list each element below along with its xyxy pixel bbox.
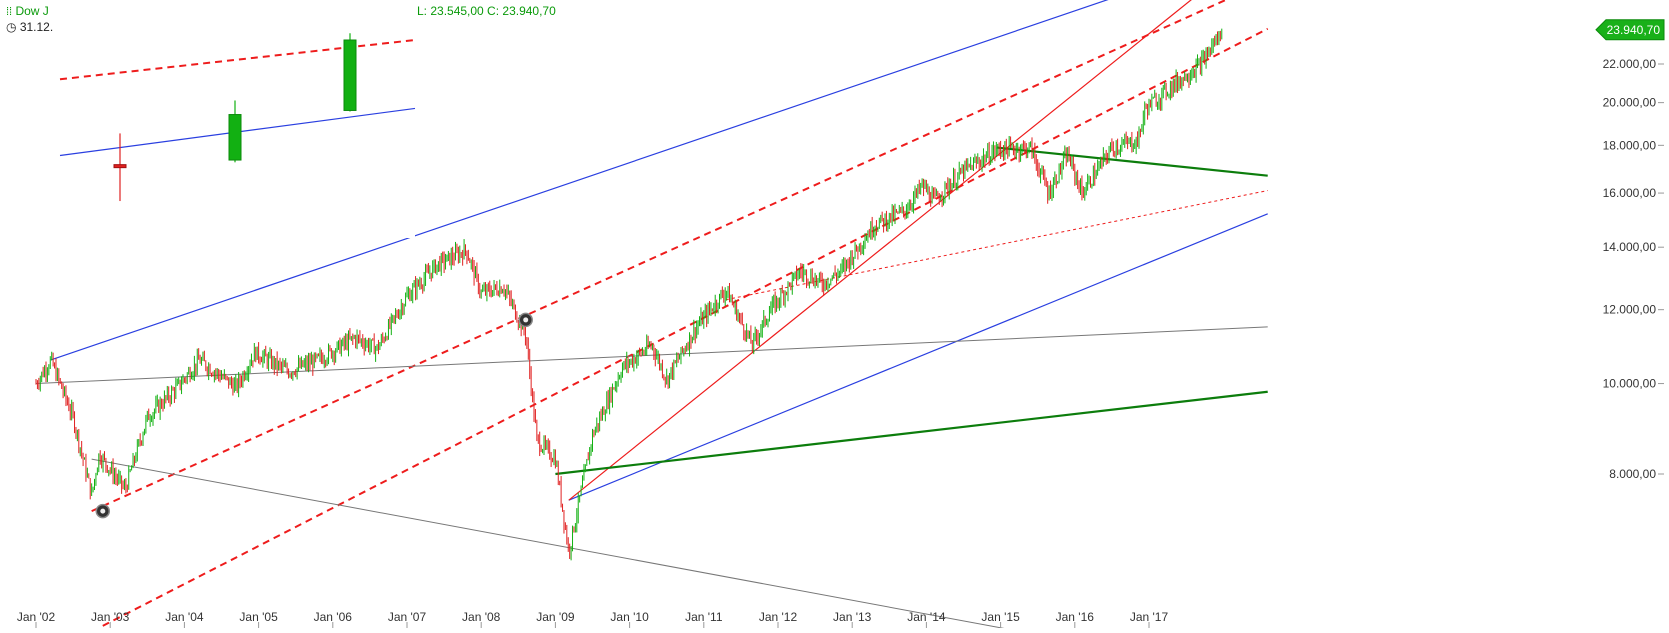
x-axis: Jan '02 Jan '03 Jan '04 Jan '05 Jan '06 Jan '… <box>17 610 1169 628</box>
y-tick-label: 12.000,00 <box>1603 303 1657 317</box>
x-tick-label: Jan '09 <box>536 610 575 624</box>
x-tick-label: Jan '16 <box>1056 610 1095 624</box>
y-tick-label: 16.000,00 <box>1603 186 1657 200</box>
x-tick-label: Jan '05 <box>239 610 278 624</box>
trendline-layer <box>35 0 1269 633</box>
trendline-red-5 <box>568 0 1192 501</box>
clock-icon: ◷ <box>6 20 17 34</box>
trendline-green-7 <box>555 390 1268 476</box>
y-axis: 8.000,00 10.000,00 12.000,00 14.000,00 16.00… <box>1603 57 1664 481</box>
x-tick-label: Jan '10 <box>610 610 649 624</box>
x-tick-label: Jan '14 <box>907 610 946 624</box>
header-symbol[interactable]: ⁞⁞ Dow J <box>6 4 49 18</box>
y-tick-label: 14.000,00 <box>1603 240 1657 254</box>
inset-candle-body <box>343 39 357 111</box>
overlay-layer <box>95 312 533 519</box>
trendline-blue-1 <box>568 213 1268 501</box>
pivot-marker-dot <box>100 508 106 514</box>
x-tick-label: Jan '08 <box>462 610 501 624</box>
date-label: 31.12. <box>19 20 54 34</box>
y-tick-label: 8.000,00 <box>1609 467 1656 481</box>
x-tick-label: Jan '07 <box>388 610 427 624</box>
inset-candle-body <box>228 114 242 161</box>
candle-layer <box>35 28 1223 561</box>
x-tick-label: Jan '11 <box>685 610 723 624</box>
trendline-gray-8 <box>35 326 1268 385</box>
x-tick-label: Jan '17 <box>1130 610 1169 624</box>
symbol-label: Dow J <box>15 4 49 18</box>
trendline-green-6 <box>996 146 1268 177</box>
inset-candle-body <box>113 164 127 169</box>
inset-chart <box>0 0 416 238</box>
low-close-label: L: 23.545,00 C: 23.940,70 <box>417 4 556 18</box>
price-tag-text: 23.940,70 <box>1607 23 1661 37</box>
pivot-marker-dot <box>523 317 529 323</box>
y-tick-label: 10.000,00 <box>1603 377 1657 391</box>
y-tick-label: 18.000,00 <box>1603 138 1657 152</box>
x-tick-label: Jan '15 <box>981 610 1020 624</box>
header-date: ◷ 31.12. <box>6 20 53 34</box>
trendline-blue-0 <box>50 0 1109 361</box>
price-tag-shape <box>1595 19 1665 41</box>
y-tick-label: 20.000,00 <box>1603 96 1657 110</box>
candle-type-icon: ⁞⁞ <box>6 6 13 18</box>
last-price-tag: 23.940,70 <box>1595 19 1665 41</box>
trendline-red-dashed-3 <box>102 27 1269 627</box>
x-tick-label: Jan '06 <box>314 610 353 624</box>
x-tick-label: Jan '13 <box>833 610 872 624</box>
x-tick-label: Jan '02 <box>17 610 56 624</box>
x-tick-label: Jan '12 <box>759 610 798 624</box>
x-tick-label: Jan '03 <box>91 610 130 624</box>
x-tick-label: Jan '04 <box>165 610 204 624</box>
y-tick-label: 22.000,00 <box>1603 57 1657 71</box>
inset-background <box>0 0 415 238</box>
trendline-gray-9 <box>91 458 1031 633</box>
